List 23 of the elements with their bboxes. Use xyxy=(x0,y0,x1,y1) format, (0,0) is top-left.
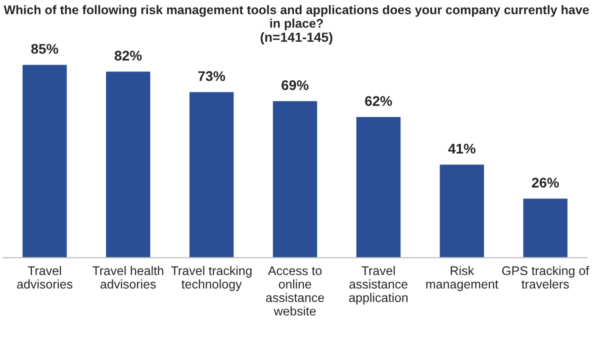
data-label: 82% xyxy=(114,50,142,61)
data-label: 62% xyxy=(365,96,392,106)
data-label: 41% xyxy=(448,144,476,154)
x-tick-label: Travel tracking technology xyxy=(171,266,252,292)
x-tick-label: Travel health advisories xyxy=(92,266,164,289)
x-tick-label: Access to online assistance website xyxy=(266,266,324,316)
chart-subtitle: (n=141-145) xyxy=(260,32,332,45)
x-tick-label: Travel assistance application xyxy=(349,266,408,305)
x-tick-label: Risk management xyxy=(426,266,498,292)
bar xyxy=(189,92,234,258)
x-tick-label: GPS tracking of travelers xyxy=(502,266,590,289)
data-label: 85% xyxy=(31,44,58,54)
data-label: 26% xyxy=(532,178,559,188)
bar xyxy=(106,72,150,258)
bar xyxy=(22,64,67,258)
chart-title: Which of the following risk management tools and applications does your company currently have in place? xyxy=(4,5,589,30)
x-tick-label: Travel advisories xyxy=(17,266,72,289)
bar xyxy=(523,198,568,258)
data-label: 69% xyxy=(282,80,309,90)
bar xyxy=(440,164,484,258)
data-label: 73% xyxy=(198,71,226,82)
bar xyxy=(356,117,401,258)
bar xyxy=(272,101,318,258)
